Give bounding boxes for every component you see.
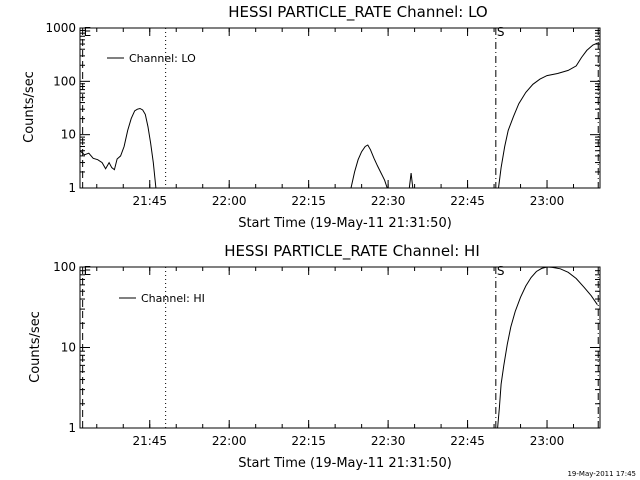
hi-legend: Channel: HI [119,292,205,305]
hi-x-tick-label: 22:45 [450,434,485,448]
lo-y-tick-label: 1 [68,181,76,195]
hi-y-tick-label: 100 [53,260,76,274]
hi-x-tick-label: 23:00 [530,434,565,448]
hi-x-tick-label: 22:30 [371,434,406,448]
lo-series-line [350,144,388,189]
lo-series-line [408,173,414,189]
hi-channel-panel: HESSI PARTICLE_RATE Channel: HI Counts/s… [28,242,601,471]
hi-y-tick-label: 1 [68,421,76,435]
hi-legend-label: Channel: HI [141,292,205,305]
hi-y-axis-label: Counts/sec [28,311,43,383]
lo-x-tick-label: 22:00 [212,194,247,208]
lo-chart-title: HESSI PARTICLE_RATE Channel: LO [228,3,487,22]
hi-x-tick-label: 22:15 [291,434,326,448]
lo-legend-label: Channel: LO [129,52,196,65]
lo-series-line [498,42,598,189]
lo-y-tick-label: 100 [53,74,76,88]
hi-x-axis-label: Start Time (19-May-11 21:31:50) [238,456,452,471]
lo-plot-frame [79,27,601,189]
hi-marker-label: S [497,264,505,278]
lo-y-tick-label: 1000 [45,21,76,35]
lo-x-tick-label: 23:00 [530,194,565,208]
lo-x-axis-label: Start Time (19-May-11 21:31:50) [238,216,452,231]
lo-x-tick-label: 22:15 [291,194,326,208]
hi-x-tick-label: 21:45 [132,434,167,448]
hi-series-line [497,266,598,429]
hi-chart-title: HESSI PARTICLE_RATE Channel: HI [224,242,480,261]
lo-legend: Channel: LO [107,52,196,65]
lo-marker-label: E [84,25,92,39]
hi-marker-label: E [84,264,92,278]
lo-x-tick-label: 22:45 [450,194,485,208]
lo-x-tick-label: 21:45 [132,194,167,208]
lo-marker-label: S [497,25,505,39]
lo-x-tick-label: 22:30 [371,194,406,208]
lo-series-line [79,107,157,189]
lo-y-tick-label: 10 [61,128,76,142]
hi-x-tick-label: 22:00 [212,434,247,448]
hi-y-tick-label: 10 [61,341,76,355]
lo-y-axis-label: Counts/sec [22,71,37,143]
lo-channel-panel: HESSI PARTICLE_RATE Channel: LO Counts/s… [22,3,601,231]
footer-timestamp: 19-May-2011 17:45 [567,470,636,478]
